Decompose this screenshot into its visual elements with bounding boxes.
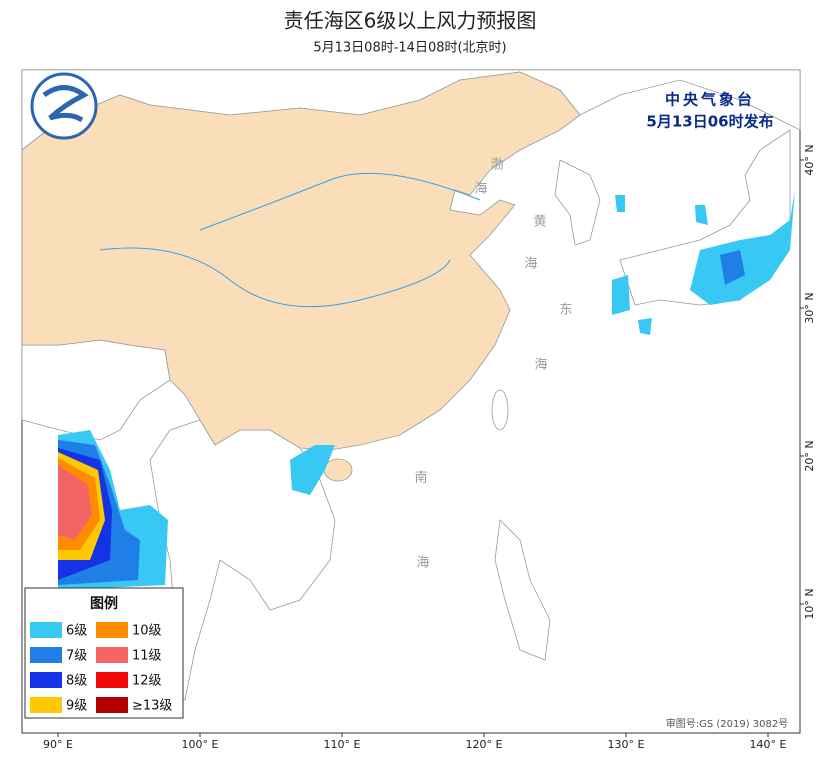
sea-label: 南	[414, 470, 427, 486]
legend-swatch	[96, 647, 128, 663]
lat-label: 40° N	[803, 144, 816, 175]
wind-area	[612, 195, 708, 335]
legend-label: 9级	[66, 699, 87, 714]
lon-label: 130° E	[608, 738, 645, 751]
hainan	[323, 458, 353, 482]
land-outline	[494, 519, 551, 661]
legend-label: 8级	[66, 674, 87, 689]
river	[199, 172, 481, 231]
subtitle: 5月13日08时-14日08时(北京时)	[313, 41, 506, 56]
china-land	[21, 71, 581, 451]
taiwan	[491, 389, 509, 431]
lon-label: 90° E	[43, 738, 73, 751]
land-outline	[554, 159, 601, 246]
lat-label: 30° N	[803, 292, 816, 323]
legend-label: 11级	[132, 649, 162, 664]
lon-label: 110° E	[324, 738, 361, 751]
wind-area	[58, 465, 92, 540]
legend-swatch	[96, 697, 128, 713]
wind-area	[690, 190, 795, 305]
legend-label: 12级	[132, 674, 162, 689]
issue-time: 5月13日06时发布	[646, 113, 773, 131]
sea-label: 海	[534, 358, 547, 373]
legend-swatch	[30, 697, 62, 713]
sea-label: 海	[524, 257, 537, 272]
lon-label: 140° E	[750, 738, 787, 751]
lon-label: 100° E	[182, 738, 219, 751]
sea-label: 黄	[533, 215, 546, 230]
sea-label: 海	[474, 182, 487, 197]
wind-area	[290, 445, 335, 495]
cma-logo	[30, 72, 98, 140]
legend-swatch	[96, 622, 128, 638]
legend-swatch	[30, 672, 62, 688]
wind-area	[720, 250, 745, 285]
legend-label: 7级	[66, 649, 87, 664]
cyclone-wind	[58, 430, 168, 590]
sea-label: 海	[416, 556, 429, 571]
lat-label: 10° N	[803, 588, 816, 619]
sea-label: 东	[559, 303, 572, 318]
sea-label: 渤	[490, 157, 503, 173]
river	[99, 247, 451, 308]
issuer-name: 中央气象台	[665, 91, 755, 109]
legend-title: 图例	[90, 595, 118, 612]
lon-label: 120° E	[466, 738, 503, 751]
legend-swatch	[30, 622, 62, 638]
title: 责任海区6级以上风力预报图	[284, 9, 537, 33]
legend-label: ≥13级	[132, 699, 172, 714]
legend: 图例 6级 10级 7级 11级 8级 12级 9级 ≥13级	[24, 587, 184, 719]
legend-swatch	[96, 672, 128, 688]
legend-swatch	[30, 647, 62, 663]
legend-label: 10级	[132, 624, 162, 639]
map-number: 审图号:GS (2019) 3082号	[666, 717, 789, 730]
lat-label: 20° N	[803, 440, 816, 471]
legend-label: 6级	[66, 624, 87, 639]
